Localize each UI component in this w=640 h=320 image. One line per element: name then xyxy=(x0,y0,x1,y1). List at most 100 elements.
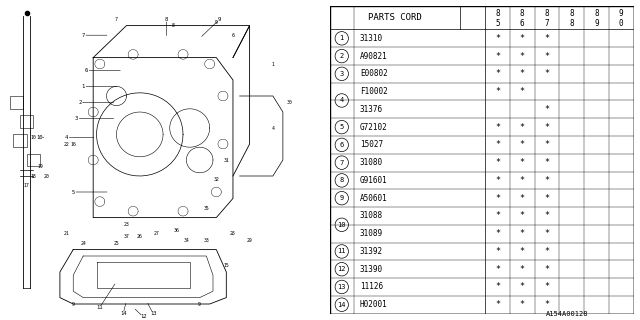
Text: 6: 6 xyxy=(85,68,88,73)
Text: A50601: A50601 xyxy=(360,194,388,203)
Text: 26: 26 xyxy=(137,234,143,239)
Text: *: * xyxy=(545,194,550,203)
Text: 0: 0 xyxy=(619,19,623,28)
Text: G91601: G91601 xyxy=(360,176,388,185)
Text: *: * xyxy=(520,247,525,256)
Text: 32: 32 xyxy=(214,177,219,182)
Text: 16: 16 xyxy=(70,141,76,147)
Text: *: * xyxy=(545,300,550,309)
Text: 30: 30 xyxy=(287,100,292,105)
Text: 10: 10 xyxy=(36,135,43,140)
Text: 27: 27 xyxy=(154,231,159,236)
Text: 12: 12 xyxy=(140,314,147,319)
Bar xyxy=(27,154,40,166)
Text: 9: 9 xyxy=(198,301,201,307)
Bar xyxy=(20,115,33,128)
Text: 35: 35 xyxy=(204,205,209,211)
Text: *: * xyxy=(520,229,525,238)
Text: 8: 8 xyxy=(340,177,344,183)
Bar xyxy=(10,96,23,109)
Text: 21: 21 xyxy=(64,231,69,236)
Text: *: * xyxy=(545,158,550,167)
Text: 9: 9 xyxy=(340,195,344,201)
Text: *: * xyxy=(545,176,550,185)
Text: *: * xyxy=(495,194,500,203)
Text: *: * xyxy=(545,283,550,292)
Text: 12: 12 xyxy=(337,266,346,272)
Text: 5: 5 xyxy=(72,189,75,195)
Text: H02001: H02001 xyxy=(360,300,388,309)
Text: *: * xyxy=(495,229,500,238)
Text: *: * xyxy=(545,265,550,274)
Text: 7: 7 xyxy=(545,19,549,28)
Text: *: * xyxy=(545,52,550,60)
Text: 13: 13 xyxy=(337,284,346,290)
Text: 6: 6 xyxy=(232,33,234,38)
Text: 15027: 15027 xyxy=(360,140,383,149)
Text: 1: 1 xyxy=(271,61,275,67)
Text: 8: 8 xyxy=(164,17,168,22)
Text: *: * xyxy=(520,69,525,78)
Text: F10002: F10002 xyxy=(360,87,388,96)
Text: 23: 23 xyxy=(124,221,129,227)
Text: E00802: E00802 xyxy=(360,69,388,78)
Text: 11: 11 xyxy=(337,248,346,254)
Text: 13: 13 xyxy=(150,311,156,316)
Text: 9: 9 xyxy=(619,9,623,18)
Text: *: * xyxy=(545,212,550,220)
Text: *: * xyxy=(545,105,550,114)
Text: *: * xyxy=(545,34,550,43)
Text: 31080: 31080 xyxy=(360,158,383,167)
Text: *: * xyxy=(495,265,500,274)
Text: *: * xyxy=(520,194,525,203)
Text: 8: 8 xyxy=(520,9,525,18)
Text: 1: 1 xyxy=(81,84,85,89)
Text: *: * xyxy=(520,158,525,167)
Text: 14: 14 xyxy=(120,311,126,316)
Text: 17: 17 xyxy=(24,183,29,188)
Text: *: * xyxy=(520,34,525,43)
Text: 7: 7 xyxy=(115,17,118,22)
Bar xyxy=(13,134,27,147)
Text: 14: 14 xyxy=(337,302,346,308)
Text: *: * xyxy=(520,140,525,149)
Text: 37: 37 xyxy=(124,234,129,239)
Text: 6: 6 xyxy=(520,19,525,28)
Text: 8: 8 xyxy=(172,23,175,28)
Text: 8: 8 xyxy=(594,9,599,18)
Text: 3: 3 xyxy=(75,116,78,121)
Text: 9: 9 xyxy=(72,301,75,307)
Text: 15: 15 xyxy=(223,263,229,268)
Text: 8: 8 xyxy=(570,9,574,18)
Text: 19: 19 xyxy=(37,164,43,169)
Text: *: * xyxy=(495,140,500,149)
Text: 8: 8 xyxy=(495,9,500,18)
Text: 11126: 11126 xyxy=(360,283,383,292)
Text: *: * xyxy=(495,34,500,43)
Text: *: * xyxy=(495,52,500,60)
Text: 2: 2 xyxy=(340,53,344,59)
Text: 9: 9 xyxy=(215,20,218,25)
Text: 7: 7 xyxy=(81,33,85,38)
Text: 24: 24 xyxy=(81,241,86,246)
Text: 8: 8 xyxy=(570,19,574,28)
Text: 4: 4 xyxy=(65,135,68,140)
Text: *: * xyxy=(495,123,500,132)
Text: *: * xyxy=(520,176,525,185)
Text: 22: 22 xyxy=(64,141,69,147)
Text: G72102: G72102 xyxy=(360,123,388,132)
Text: *: * xyxy=(520,283,525,292)
Text: 34: 34 xyxy=(184,237,189,243)
Text: 8: 8 xyxy=(545,9,549,18)
Text: *: * xyxy=(495,87,500,96)
Text: *: * xyxy=(545,140,550,149)
Text: *: * xyxy=(495,69,500,78)
Text: 11: 11 xyxy=(97,305,103,310)
Text: 5: 5 xyxy=(340,124,344,130)
Text: 9: 9 xyxy=(218,17,221,22)
Text: *: * xyxy=(495,300,500,309)
Text: 2: 2 xyxy=(78,100,81,105)
Text: 29: 29 xyxy=(247,237,252,243)
Text: 4: 4 xyxy=(271,125,275,131)
Text: 31376: 31376 xyxy=(360,105,383,114)
